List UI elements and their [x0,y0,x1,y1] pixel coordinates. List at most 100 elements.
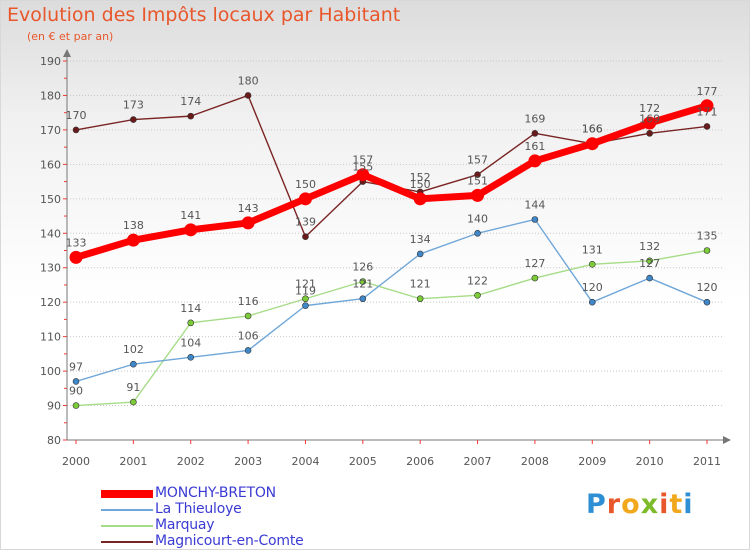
x-tick-label: 2010 [636,455,664,468]
data-label-la-thieuloye: 140 [467,212,488,225]
y-axis-arrow [63,49,71,57]
data-label-magnicourt-en-comte: 171 [697,105,718,118]
data-label-magnicourt-en-comte: 169 [639,112,660,125]
data-label-monchy-breton: 150 [295,178,316,191]
y-tick-label: 130 [40,262,61,275]
legend-swatch [101,525,153,527]
y-tick-label: 90 [47,400,61,413]
data-label-la-thieuloye: 121 [352,278,373,291]
logo-letter: i [683,489,694,520]
logo-letter: x [640,489,660,520]
data-label-monchy-breton: 150 [410,178,431,191]
data-label-magnicourt-en-comte: 157 [467,154,488,167]
axes: 80 90 100 110 120 130 140 150 160 170 180 190 2000 20… [40,49,731,468]
y-tick-label: 190 [40,55,61,68]
data-label-magnicourt-en-comte: 180 [238,74,259,87]
line-chart: 80 90 100 110 120 130 140 150 160 170 180 190 2000 20… [40,49,731,468]
x-tick-label: 2009 [578,455,606,468]
y-tick-label: 150 [40,193,61,206]
logo-letter: o [621,489,641,520]
legend-swatch [101,541,153,543]
y-tick-label: 140 [40,227,61,240]
data-point-la-thieuloye [703,298,711,306]
data-point-monchy-breton [356,168,370,182]
data-label-la-thieuloye: 144 [524,198,545,211]
legend-label: La Thieuloye [155,501,242,517]
data-point-marquay [646,257,653,265]
data-point-marquay [187,319,195,327]
data-point-la-thieuloye [302,302,309,309]
y-tick-label: 170 [40,124,61,137]
data-label-marquay: 127 [524,257,545,270]
x-tick-label: 2005 [349,455,377,468]
data-label-marquay: 116 [238,295,259,308]
y-tick-label: 160 [40,158,61,171]
x-tick-label: 2001 [119,455,147,468]
data-labels: 170 173 174 180 139 155 152 157 169 166 169 171 90 91… [66,74,718,397]
data-point-marquay [588,260,596,268]
data-label-magnicourt-en-comte: 173 [123,99,144,112]
y-tick-label: 120 [40,296,61,309]
data-point-la-thieuloye [588,298,596,306]
data-label-magnicourt-en-comte: 170 [66,109,87,122]
data-point-monchy-breton [298,192,312,206]
data-point-magnicourt-en-comte [703,123,711,130]
data-point-marquay [703,247,711,254]
data-label-marquay: 135 [697,230,718,243]
data-point-monchy-breton [471,188,485,202]
x-tick-label: 2011 [693,455,721,468]
series-line-magnicourt-en-comte [75,94,708,238]
data-point-monchy-breton [585,137,599,151]
legend-swatch [101,509,153,511]
data-point-monchy-breton [528,154,542,168]
x-tick-label: 2008 [521,455,549,468]
x-tick-label: 2006 [406,455,434,468]
data-point-marquay [244,312,252,320]
data-label-monchy-breton: 161 [524,140,545,153]
series-line-marquay [75,249,708,407]
data-label-monchy-breton: 143 [238,202,259,215]
data-label-monchy-breton: 133 [66,236,87,249]
series-line-monchy-breton [72,102,711,261]
legend-label: Marquay [155,517,215,533]
data-label-monchy-breton: 138 [123,219,144,232]
data-label-la-thieuloye: 106 [238,329,259,342]
data-point-la-thieuloye [130,360,137,368]
data-label-la-thieuloye: 102 [123,343,144,356]
data-point-marquay [416,295,424,303]
data-label-marquay: 132 [639,240,660,253]
proxiti-logo: Proxiti [586,489,694,520]
data-point-marquay [302,295,309,303]
data-label-monchy-breton: 151 [467,174,488,187]
data-point-monchy-breton [700,99,714,113]
series-lines [69,92,714,409]
data-point-la-thieuloye [646,274,653,282]
series-line-la-thieuloye [75,218,708,383]
data-point-magnicourt-en-comte [244,92,252,99]
data-label-la-thieuloye: 97 [69,360,83,373]
data-label-la-thieuloye: 120 [697,281,718,294]
logo-letter: i [659,489,670,520]
data-point-magnicourt-en-comte [531,130,539,137]
legend-label: Magnicourt-en-Comte [155,533,304,549]
data-label-monchy-breton: 172 [639,102,660,115]
data-point-la-thieuloye [244,347,252,354]
data-label-magnicourt-en-comte: 174 [180,95,201,108]
data-point-monchy-breton [184,223,198,237]
data-point-monchy-breton [643,116,657,130]
data-label-magnicourt-en-comte: 139 [295,216,316,229]
data-label-marquay: 121 [295,278,316,291]
y-tick-label: 180 [40,89,61,102]
y-tick-label: 80 [47,434,61,447]
data-point-marquay [359,278,367,285]
data-point-la-thieuloye [187,354,195,361]
legend-swatch [101,490,153,498]
data-point-magnicourt-en-comte [187,112,195,120]
data-label-magnicourt-en-comte: 152 [410,171,431,184]
logo-letter: t [669,489,684,520]
data-point-marquay [474,291,481,299]
data-point-la-thieuloye [531,216,539,223]
data-label-magnicourt-en-comte: 166 [582,123,603,136]
data-label-monchy-breton: 157 [352,154,373,167]
